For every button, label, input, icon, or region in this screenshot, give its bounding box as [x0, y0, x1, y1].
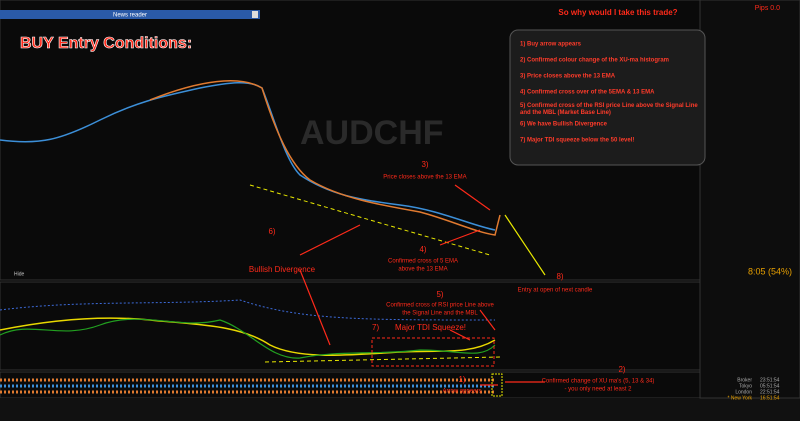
tdi-band	[0, 299, 496, 321]
condition: 7) Major TDI squeeze below the 50 level!	[520, 138, 634, 144]
hide-button[interactable]: Hide	[14, 271, 25, 277]
annotation-text: Price closes above the 13 EMA	[383, 175, 466, 181]
conditions-box	[509, 29, 706, 166]
time-axis	[0, 398, 800, 421]
annotation-text: Arrow appears	[442, 389, 481, 395]
side-panel	[699, 0, 800, 399]
annotation-number: 4)	[419, 245, 426, 254]
session-time: 16:51:54	[760, 395, 780, 401]
session-time: 23:51:54	[760, 377, 780, 383]
annotation-number: 5)	[436, 290, 443, 299]
annotation-number: 7)	[372, 323, 379, 332]
session-name: London	[735, 389, 752, 395]
annotation-text: - you only need at least 2	[564, 387, 632, 393]
condition: 1) Buy arrow appears	[520, 42, 582, 48]
condition: 6) We have Bullish Divergence	[520, 122, 608, 128]
session-name: Tokyo	[739, 383, 752, 389]
heading: BUY Entry Conditions:	[20, 35, 192, 52]
annotation-text: Confirmed cross of 5 EMA	[388, 259, 458, 265]
annotation-number: 8)	[556, 272, 563, 281]
price-ema-slow	[149, 80, 501, 236]
news-reader[interactable]: News reader	[113, 13, 147, 19]
tdi-signal	[0, 317, 496, 356]
annotation-text: Major TDI Squeeze!	[395, 323, 466, 332]
annotation-text: Confirmed change of XU ma's (5, 13 & 34)	[542, 379, 655, 385]
question: So why would I take this trade?	[558, 8, 677, 17]
annotation-number: 6)	[268, 227, 275, 236]
session-time: 22:51:54	[760, 389, 780, 395]
news-button[interactable]	[252, 11, 258, 18]
watermark: AUDCHF	[300, 114, 444, 152]
session-name: * New York	[728, 395, 753, 401]
condition: 2) Confirmed colour change of the XU-ma …	[520, 58, 669, 64]
candle-timer: 8:05 (54%)	[748, 266, 792, 276]
annotation-text: Entry at open of next candle	[518, 288, 593, 294]
annotation-number: 1)	[458, 375, 465, 384]
annotation-number: 2)	[618, 365, 625, 374]
annotation-text: above the 13 EMA	[398, 267, 447, 273]
annotation-text: Bullish Divergence	[249, 265, 316, 274]
annotation-text: the Signal Line and the MBL	[402, 311, 478, 317]
tdi-panel	[0, 281, 701, 371]
session-name: Broker	[737, 377, 752, 383]
entry-arrow	[504, 214, 546, 276]
condition: 5) Confirmed cross of the RSI price Line…	[520, 103, 698, 116]
tdi-rsi	[0, 318, 496, 359]
annotation-number: 3)	[421, 160, 428, 169]
annotation-text: Confirmed cross of RSI price Line above	[386, 303, 494, 309]
condition: 4) Confirmed cross over of the 5EMA & 13…	[520, 90, 655, 96]
pips: Pips 0.0	[755, 5, 780, 12]
arrows	[299, 184, 545, 386]
session-time: 05:51:54	[760, 383, 780, 389]
condition: 3) Price closes above the 13 EMA	[520, 74, 616, 80]
squeeze-box	[371, 337, 495, 367]
news-bar[interactable]	[0, 10, 260, 19]
